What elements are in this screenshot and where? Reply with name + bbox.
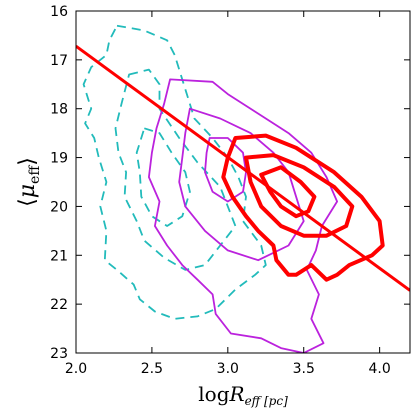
y-axis-label-var: μ xyxy=(15,184,40,198)
y-axis-label-open: ⟨ xyxy=(15,198,40,207)
y-tick-label: 17 xyxy=(50,53,68,69)
contour-3-1 xyxy=(221,133,385,282)
x-tick-label: 4.0 xyxy=(369,361,391,377)
y-axis-label-close: ⟩ xyxy=(15,157,40,166)
y-tick-label: 19 xyxy=(50,151,68,167)
contour-3-2 xyxy=(244,153,355,238)
x-tick-label: 3.0 xyxy=(217,361,239,377)
y-axis-label-sub: eff xyxy=(27,165,43,184)
contour-2-3 xyxy=(204,137,247,203)
contour-1-1 xyxy=(82,24,267,320)
contour-1-3 xyxy=(135,127,191,227)
y-tick-label: 22 xyxy=(50,297,68,313)
y-tick-label: 16 xyxy=(50,4,68,20)
contour-1-2 xyxy=(114,68,237,271)
y-tick-label: 20 xyxy=(50,199,68,215)
x-axis-label-log: log xyxy=(198,382,229,406)
fit-line xyxy=(76,44,410,292)
y-tick-label: 23 xyxy=(50,346,68,362)
x-tick-label: 2.5 xyxy=(141,361,163,377)
plot-frame xyxy=(75,10,411,354)
x-axis-label-var: R xyxy=(229,382,245,406)
y-axis-label: ⟨μeff⟩ xyxy=(15,157,43,207)
x-tick-label: 2.0 xyxy=(65,361,87,377)
y-tick-label: 21 xyxy=(50,248,68,264)
x-axis-label-sub: eff [pc] xyxy=(245,394,289,408)
x-axis-label: logReff [pc] xyxy=(198,382,288,408)
y-tick-label: 18 xyxy=(50,102,68,118)
contour-3-3 xyxy=(259,165,317,219)
contour-2-1 xyxy=(148,78,338,353)
x-tick-label: 3.5 xyxy=(293,361,315,377)
